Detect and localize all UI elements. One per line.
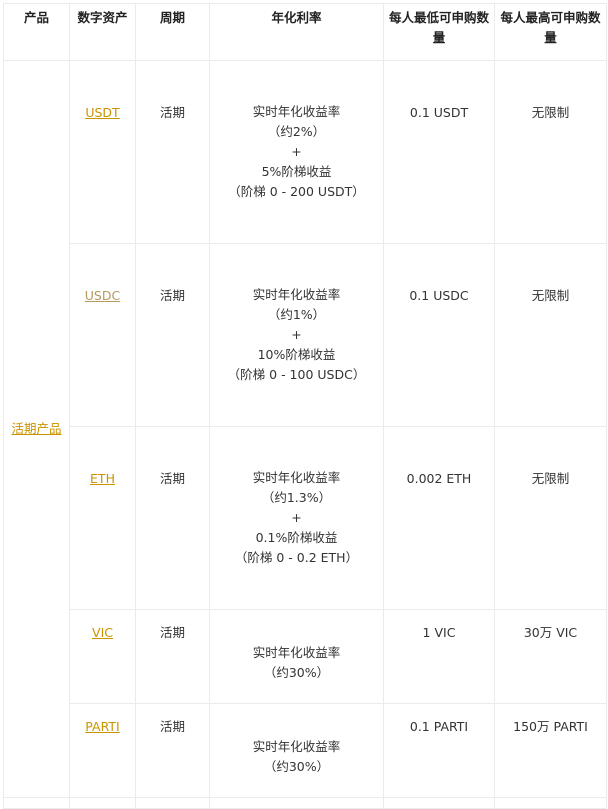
max-cell: 无限制 [494,60,607,244]
rate-line: （阶梯 0 - 200 USDT） [228,184,365,199]
table-row: USDC 活期 实时年化收益率 （约1%） +10%阶梯收益 （阶梯 0 - 100 US… [4,243,607,427]
rate-line: 10%阶梯收益 [257,347,336,362]
products-table: 产品 数字资产 周期 年化利率 每人最低可申购数量 每人最高可申购数量 活期产品… [3,3,607,809]
asset-cell: ETH [69,426,136,610]
header-rate: 年化利率 [209,3,384,61]
table-row: PARTI 活期 实时年化收益率 （约30%） 0.1 PARTI 150万 PARTI [4,703,607,798]
header-asset: 数字资产 [69,3,136,61]
min-cell: 1 VIC [383,609,495,704]
max-cell: 无限制 [494,426,607,610]
asset-cell: VIC [69,609,136,704]
rate-line: 0.1%阶梯收益 [255,530,338,545]
asset-link[interactable]: PARTI [85,719,120,734]
rate-line: （约1%） [267,307,326,322]
rate-cell: 实时年化收益率 （约30%） [209,609,384,704]
rate-line: （阶梯 0 - 100 USDC） [227,367,366,382]
asset-link[interactable]: VIC [92,625,113,640]
rate-line: 实时年化收益率 [252,104,341,119]
table-row: 活期产品 USDT 活期 实时年化收益率 （约2%） +5%阶梯收益 （阶梯 0 - 200… [3,60,607,798]
header-period: 周期 [135,3,210,61]
rate-line: 实时年化收益率 [252,470,341,485]
min-cell: 0.002 ETH [383,426,495,610]
table-row [3,797,607,809]
period-cell: 活期 [135,609,210,704]
header-max: 每人最高可申购数量 [494,3,607,61]
rate-line: 5%阶梯收益 [261,164,332,179]
table-row: ETH 活期 实时年化收益率 （约1.3%） +0.1%阶梯收益 （阶梯 0 - 0.2 … [4,426,607,610]
max-cell: 30万 VIC [494,609,607,704]
product-cell: 活期产品 [3,60,70,798]
min-cell: 0.1 USDC [383,243,495,427]
period-cell: 活期 [135,60,210,244]
rate-line: 实时年化收益率 [252,287,341,302]
period-cell: 活期 [135,426,210,610]
rate-cell: 实时年化收益率 （约1.3%） +0.1%阶梯收益 （阶梯 0 - 0.2 ETH） [209,426,384,610]
header-row: 产品 数字资产 周期 年化利率 每人最低可申购数量 每人最高可申购数量 [3,3,607,61]
min-cell: 0.1 PARTI [383,703,495,798]
rate-line: （约2%） [267,124,326,139]
product-link[interactable]: 活期产品 [11,421,62,436]
rate-line: 实时年化收益率 [252,644,341,660]
rate-line: （约30%） [263,664,330,680]
rate-line: （阶梯 0 - 0.2 ETH） [234,550,359,565]
rate-line: + [291,144,302,159]
period-cell: 活期 [135,703,210,798]
rate-line: + [291,510,302,525]
period-cell: 活期 [135,243,210,427]
asset-link[interactable]: USDT [85,105,120,120]
rate-cell: 实时年化收益率 （约30%） [209,703,384,798]
asset-cell: USDT [69,60,136,244]
rate-cell: 实时年化收益率 （约1%） +10%阶梯收益 （阶梯 0 - 100 USDC） [209,243,384,427]
rate-line: （约30%） [263,758,330,774]
min-cell: 0.1 USDT [383,60,495,244]
rate-line: （约1.3%） [261,490,332,505]
asset-cell: PARTI [69,703,136,798]
asset-cell: USDC [69,243,136,427]
asset-link[interactable]: USDC [84,288,121,303]
rate-line: 实时年化收益率 [252,738,341,754]
table-row: VIC 活期 实时年化收益率 （约30%） 1 VIC 30万 VIC [4,609,607,704]
asset-link[interactable]: ETH [90,471,115,486]
max-cell: 150万 PARTI [494,703,607,798]
header-product: 产品 [3,3,70,61]
rate-cell: 实时年化收益率 （约2%） +5%阶梯收益 （阶梯 0 - 200 USDT） [209,60,384,244]
max-cell: 无限制 [494,243,607,427]
header-min: 每人最低可申购数量 [383,3,495,61]
rate-line: + [291,327,302,342]
